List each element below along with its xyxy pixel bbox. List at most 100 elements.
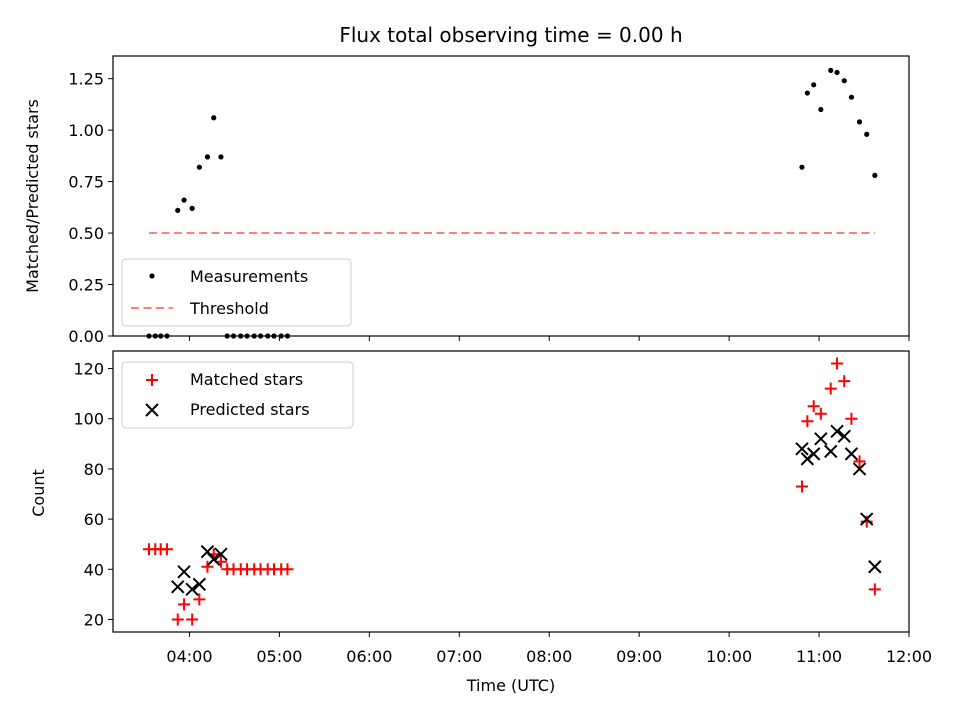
ratio-legend-box <box>121 258 352 327</box>
predicted-star-point <box>207 552 221 566</box>
count-y-tick-label: 100 <box>73 410 104 429</box>
ratio-axes-frame <box>112 55 910 337</box>
predicted-star-point <box>824 444 838 459</box>
measurement-point <box>175 207 181 214</box>
x-tick-label: 08:00 <box>526 647 572 666</box>
ratio-y-axis-label: Matched/Predicted stars <box>23 99 42 293</box>
count-legend-box <box>121 361 354 429</box>
predicted-star-point <box>844 447 859 461</box>
measurement-point <box>828 67 834 74</box>
measurement-point <box>204 154 211 160</box>
count-y-axis-label: Count <box>29 469 48 517</box>
legend-measurement-marker <box>149 273 155 279</box>
measurement-point <box>218 154 224 160</box>
count-axes-frame <box>112 350 910 633</box>
ratio-y-tick-label: 1.00 <box>68 121 104 140</box>
measurement-point <box>834 69 840 76</box>
x-tick-label: 07:00 <box>436 647 482 666</box>
predicted-star-point <box>860 512 874 526</box>
predicted-star-point <box>837 429 851 444</box>
matched-star-point <box>838 375 851 388</box>
measurement-point <box>872 172 878 179</box>
matched-star-point <box>186 613 199 626</box>
ratio-legend: Measurements Threshold <box>121 258 352 327</box>
matched-star-point <box>807 400 820 413</box>
measurement-point <box>848 94 855 100</box>
measurement-point <box>864 131 870 137</box>
matched-star-point <box>201 560 214 573</box>
legend-measurements-label: Measurements <box>190 267 308 286</box>
matched-star-point <box>831 357 844 370</box>
count-x-ticks: 04:00 05:00 06:00 07:00 08:00 09:00 10:00 11:00… <box>166 632 932 666</box>
matched-star-markers <box>142 357 881 626</box>
predicted-star-point <box>814 432 828 446</box>
count-y-tick-label: 60 <box>84 510 104 529</box>
measurement-point <box>811 82 817 88</box>
ratio-y-ticks: 0.00 0.25 0.50 0.75 1.00 1.25 <box>68 70 113 346</box>
x-axis-label: Time (UTC) <box>466 676 555 695</box>
matched-star-point <box>853 455 866 468</box>
x-tick-label: 10:00 <box>706 647 752 666</box>
ratio-panel: 0.00 0.25 0.50 0.75 1.00 1.25 Matched/Predict… <box>23 55 910 346</box>
count-y-tick-label: 80 <box>84 460 104 479</box>
matched-star-point <box>281 563 294 576</box>
predicted-star-point <box>192 577 207 592</box>
count-panel: 20 40 60 80 100 120 04:00 05:00 06:00 07:00 08:00… <box>29 350 932 695</box>
predicted-star-markers <box>171 424 882 597</box>
matched-star-point <box>868 583 881 596</box>
predicted-star-point <box>177 565 191 579</box>
measurement-point <box>841 78 847 84</box>
chart-title: Flux total observing time = 0.00 h <box>339 23 682 47</box>
matched-star-point <box>860 515 873 528</box>
count-y-tick-label: 40 <box>84 560 104 579</box>
matched-star-point <box>814 407 827 420</box>
matched-star-point <box>845 412 858 425</box>
measurement-point <box>181 197 187 203</box>
x-tick-label: 09:00 <box>616 647 662 666</box>
legend-matched-label: Matched stars <box>190 370 303 389</box>
predicted-star-point <box>171 580 185 594</box>
matched-star-point <box>178 598 191 611</box>
x-tick-label: 06:00 <box>346 647 392 666</box>
measurement-point <box>189 205 195 211</box>
predicted-star-point <box>806 447 821 461</box>
legend-threshold-label: Threshold <box>189 299 269 318</box>
measurement-point <box>211 115 217 121</box>
predicted-star-point <box>830 424 844 438</box>
predicted-star-point <box>795 442 809 456</box>
ratio-x-ticks <box>188 336 910 341</box>
matched-star-point <box>193 593 206 606</box>
legend-predicted-marker <box>145 403 159 417</box>
count-y-ticks: 20 40 60 80 100 120 <box>73 360 113 629</box>
measurement-point <box>818 106 824 113</box>
ratio-y-tick-label: 0.75 <box>68 173 104 192</box>
count-y-tick-label: 120 <box>73 360 104 379</box>
matched-star-point <box>824 382 837 395</box>
measurement-point <box>856 119 863 125</box>
x-tick-label: 12:00 <box>886 647 932 666</box>
legend-matched-marker <box>146 374 158 386</box>
ratio-y-tick-label: 1.25 <box>68 70 104 89</box>
matched-star-point <box>795 480 808 493</box>
measurement-point <box>804 90 810 96</box>
predicted-star-point <box>185 582 199 597</box>
x-tick-label: 04:00 <box>166 647 212 666</box>
matched-star-point <box>160 543 173 556</box>
legend-predicted-label: Predicted stars <box>190 400 310 419</box>
predicted-star-point <box>214 547 228 561</box>
matched-star-point <box>801 415 814 428</box>
count-legend: Matched stars Predicted stars <box>121 361 354 429</box>
ratio-y-tick-label: 0.00 <box>68 327 104 346</box>
count-y-tick-label: 20 <box>84 610 104 629</box>
ratio-y-tick-label: 0.25 <box>68 276 104 295</box>
predicted-star-point <box>852 462 867 476</box>
x-tick-label: 11:00 <box>796 647 842 666</box>
x-tick-label: 05:00 <box>256 647 302 666</box>
measurement-point <box>196 164 202 170</box>
ratio-y-tick-label: 0.50 <box>68 224 104 243</box>
predicted-star-point <box>868 560 882 574</box>
measurement-point <box>799 164 805 170</box>
matched-star-point <box>171 613 184 626</box>
